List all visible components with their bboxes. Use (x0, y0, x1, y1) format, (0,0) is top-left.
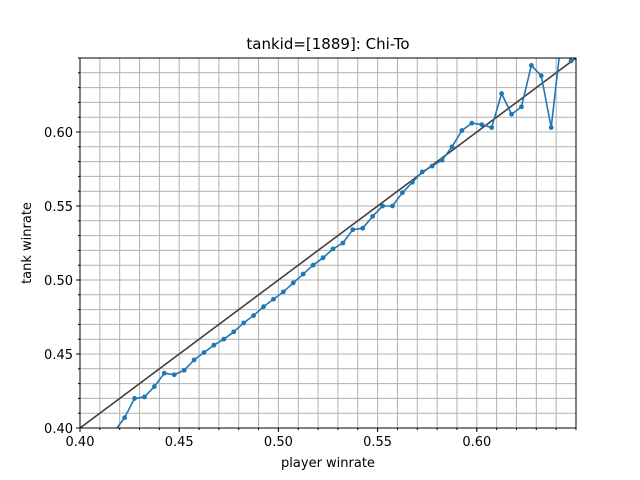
data-point (221, 336, 227, 342)
data-point (122, 415, 128, 421)
data-point (181, 367, 187, 373)
data-point (400, 190, 405, 196)
series-group (112, 38, 574, 434)
data-point (320, 255, 326, 261)
data-point (330, 246, 336, 252)
data-point (419, 169, 425, 175)
x-tick-label: 0.50 (264, 435, 293, 450)
data-point (161, 370, 167, 376)
plot-frame (79, 57, 577, 429)
x-tick-label: 0.60 (462, 435, 491, 450)
data-point (429, 163, 435, 169)
data-point (231, 329, 237, 335)
data-point (112, 429, 117, 434)
data-point (449, 144, 455, 150)
data-point (538, 73, 544, 79)
y-tick-label: 0.60 (44, 126, 73, 141)
data-point (548, 125, 554, 130)
data-point (559, 38, 564, 43)
data-point (132, 396, 137, 401)
data-point (310, 262, 316, 268)
data-point (390, 203, 395, 209)
data-point (469, 120, 475, 126)
data-point (509, 111, 514, 117)
ticks: 0.40 0.45 0.50 0.55 0.60 0.40 0.45 0.50 0.55 0.60 (44, 57, 577, 450)
data-point (211, 342, 217, 348)
data-point (300, 271, 306, 277)
data-point (479, 122, 485, 127)
data-point (290, 280, 296, 286)
data-point (370, 213, 376, 219)
data-point (241, 320, 247, 326)
data-point (459, 128, 465, 133)
y-tick-label: 0.45 (44, 348, 73, 363)
data-point (568, 58, 574, 64)
data-point (280, 289, 286, 295)
data-point (489, 125, 495, 130)
data-point (261, 304, 266, 310)
data-point (350, 227, 356, 233)
data-point (409, 179, 415, 185)
data-point (142, 394, 147, 400)
data-point (171, 372, 177, 378)
x-tick-label: 0.55 (363, 435, 392, 450)
y-tick-label: 0.55 (44, 200, 73, 215)
data-point (528, 63, 534, 68)
y-axis-label: tank winrate (20, 202, 35, 284)
data-point (152, 384, 157, 389)
x-tick-label: 0.40 (66, 435, 95, 450)
reference-line (80, 58, 576, 428)
data-point (519, 104, 524, 110)
reference-line-group (80, 58, 576, 428)
data-point (439, 157, 445, 163)
x-tick-label: 0.45 (165, 435, 194, 450)
grid (79, 57, 577, 429)
x-axis-label: player winrate (281, 456, 375, 471)
data-point (271, 296, 276, 302)
data-point (340, 240, 346, 246)
data-point (499, 91, 504, 96)
data-point (380, 203, 385, 209)
data-point (251, 313, 256, 318)
data-point (360, 225, 366, 231)
y-tick-label: 0.50 (44, 274, 73, 289)
chart-title: tankid=[1889]: Chi-To (246, 35, 409, 53)
data-point (201, 350, 207, 355)
y-tick-label: 0.40 (44, 422, 73, 437)
data-point (191, 357, 197, 363)
